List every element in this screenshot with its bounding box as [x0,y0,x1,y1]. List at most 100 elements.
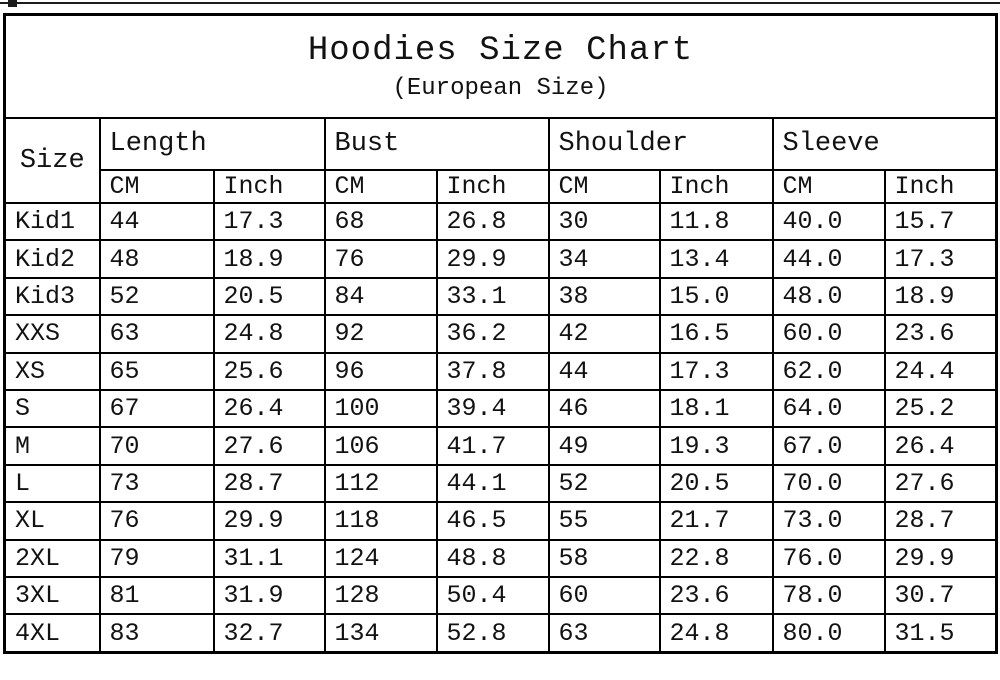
value-cell: 65 [98,351,215,392]
value-cell: 44.0 [771,239,886,279]
value-cell: 24.4 [883,351,998,392]
table-row: M 70 27.6 106 41.7 49 19.3 67.0 26.4 [3,426,998,466]
value-cell: 29.9 [435,239,550,279]
value-cell: 60 [547,576,661,616]
value-cell: 55 [547,501,661,541]
table-row: XS 65 25.6 96 37.8 44 17.3 62.0 24.4 [3,351,998,392]
size-cell: 2XL [3,538,101,579]
value-cell: 15.7 [883,201,998,242]
value-cell: 20.5 [658,463,774,504]
size-cell: 4XL [3,613,101,654]
value-cell: 76 [98,501,215,541]
value-cell: 24.8 [658,613,774,654]
value-cell: 48.8 [435,538,550,579]
size-cell: Kid1 [3,201,101,242]
value-cell: 38 [547,276,661,317]
table-row: L 73 28.7 112 44.1 52 20.5 70.0 27.6 [3,463,998,504]
size-cell: M [3,426,101,466]
value-cell: 28.7 [883,501,998,541]
chart-title: Hoodies Size Chart [307,31,694,70]
table-row: 3XL 81 31.9 128 50.4 60 23.6 78.0 30.7 [3,576,998,616]
table-row: XXS 63 24.8 92 36.2 42 16.5 60.0 23.6 [3,314,998,354]
size-cell: XL [3,501,101,541]
value-cell: 46 [547,389,661,429]
column-header-bust: Bust [323,117,550,171]
unit-header-sleeve-inch: Inch [883,169,998,204]
value-cell: 67 [98,389,215,429]
value-cell: 49 [547,426,661,466]
value-cell: 60.0 [771,314,886,354]
unit-header-shoulder-cm: CM [547,169,661,204]
value-cell: 17.3 [658,351,774,392]
value-cell: 30 [547,201,661,242]
table-row: XL 76 29.9 118 46.5 55 21.7 73.0 28.7 [3,501,998,541]
value-cell: 73.0 [771,501,886,541]
value-cell: 13.4 [658,239,774,279]
group-header-row: Size Length Bust Shoulder Sleeve [3,117,998,204]
column-header-sleeve: Sleeve [771,117,998,171]
size-cell: S [3,389,101,429]
value-cell: 41.7 [435,426,550,466]
value-cell: 16.5 [658,314,774,354]
value-cell: 15.0 [658,276,774,317]
value-cell: 96 [323,351,438,392]
value-cell: 39.4 [435,389,550,429]
title-row: Hoodies Size Chart (European Size) [3,13,998,119]
value-cell: 29.9 [212,501,326,541]
table-row: Kid2 48 18.9 76 29.9 34 13.4 44.0 17.3 [3,239,998,279]
title-cell: Hoodies Size Chart (European Size) [3,13,998,119]
value-cell: 84 [323,276,438,317]
value-cell: 92 [323,314,438,354]
value-cell: 18.9 [212,239,326,279]
value-cell: 52.8 [435,613,550,654]
unit-header-row: CM Inch CM Inch CM Inch CM Inch [5,169,998,204]
table-row: 2XL 79 31.1 124 48.8 58 22.8 76.0 29.9 [3,538,998,579]
value-cell: 26.8 [435,201,550,242]
value-cell: 70 [98,426,215,466]
table-row: Kid1 44 17.3 68 26.8 30 11.8 40.0 15.7 [3,201,998,242]
value-cell: 30.7 [883,576,998,616]
value-cell: 128 [323,576,438,616]
value-cell: 24.8 [212,314,326,354]
value-cell: 78.0 [771,576,886,616]
value-cell: 48.0 [771,276,886,317]
value-cell: 124 [323,538,438,579]
value-cell: 37.8 [435,351,550,392]
value-cell: 44 [98,201,215,242]
value-cell: 36.2 [435,314,550,354]
value-cell: 34 [547,239,661,279]
value-cell: 29.9 [883,538,998,579]
value-cell: 40.0 [771,201,886,242]
value-cell: 18.9 [883,276,998,317]
value-cell: 28.7 [212,463,326,504]
value-cell: 44 [547,351,661,392]
value-cell: 70.0 [771,463,886,504]
size-chart-table: Hoodies Size Chart (European Size) Size … [3,13,998,654]
value-cell: 31.9 [212,576,326,616]
value-cell: 20.5 [212,276,326,317]
value-cell: 22.8 [658,538,774,579]
size-cell: Kid2 [3,239,101,279]
value-cell: 17.3 [883,239,998,279]
value-cell: 62.0 [771,351,886,392]
value-cell: 26.4 [212,389,326,429]
value-cell: 25.6 [212,351,326,392]
table-row: 4XL 83 32.7 134 52.8 63 24.8 80.0 31.5 [3,613,998,654]
value-cell: 76.0 [771,538,886,579]
value-cell: 32.7 [212,613,326,654]
column-header-shoulder: Shoulder [547,117,774,171]
column-header-length: Length [98,117,326,171]
unit-header-length-inch: Inch [212,169,326,204]
value-cell: 31.1 [212,538,326,579]
value-cell: 67.0 [771,426,886,466]
value-cell: 26.4 [883,426,998,466]
value-cell: 73 [98,463,215,504]
value-cell: 134 [323,613,438,654]
value-cell: 52 [98,276,215,317]
value-cell: 31.5 [883,613,998,654]
unit-header-bust-inch: Inch [435,169,550,204]
value-cell: 18.1 [658,389,774,429]
unit-header-sleeve-cm: CM [771,169,886,204]
unit-header-length-cm: CM [98,169,215,204]
unit-header-bust-cm: CM [323,169,438,204]
